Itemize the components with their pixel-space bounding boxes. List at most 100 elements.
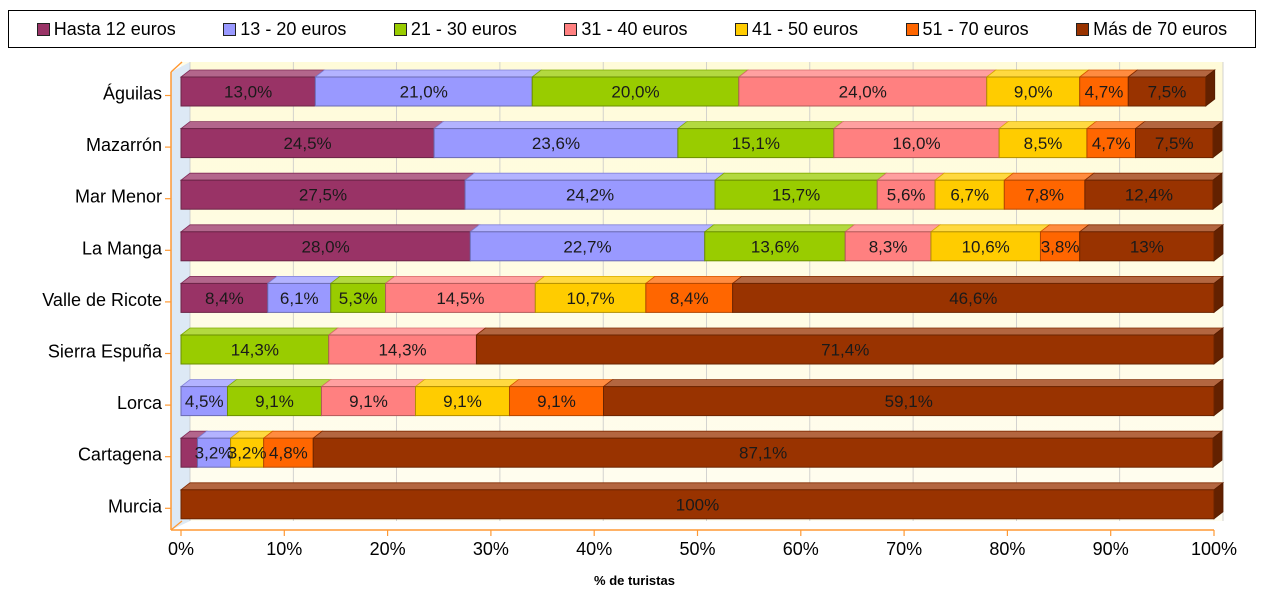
legend-label: 13 - 20 euros <box>240 18 347 39</box>
data-label: 16,0% <box>892 134 940 153</box>
bar-segment <box>876 179 936 210</box>
bar-segment <box>732 282 1215 313</box>
data-label: 15,7% <box>772 186 820 205</box>
data-label: 20,0% <box>611 83 659 102</box>
y-tick-label: Águilas <box>103 84 162 104</box>
data-label: 6,7% <box>950 186 989 205</box>
bar-top-face <box>463 172 726 181</box>
legend-swatch <box>393 22 407 36</box>
legend-swatch <box>1076 22 1090 36</box>
data-label: 7,5% <box>1148 83 1187 102</box>
bar-top-face <box>179 379 238 388</box>
chart-legend: Hasta 12 euros 13 - 20 euros 21 - 30 euros… <box>8 10 1256 48</box>
y-tick-label: Mar Menor <box>75 187 162 207</box>
bar-segment <box>469 231 706 262</box>
data-label: 5,6% <box>887 186 926 205</box>
data-label: 24,2% <box>566 186 614 205</box>
bar-segment <box>738 76 988 107</box>
data-label: 24,5% <box>283 134 331 153</box>
bar-top-face <box>179 275 278 284</box>
data-label: 8,4% <box>205 289 244 308</box>
bar-top-face <box>508 379 614 388</box>
bar-top-face <box>475 327 1225 336</box>
bar-top-face <box>997 121 1098 130</box>
y-tick-label: Mazarrón <box>86 135 162 155</box>
data-label: 9,0% <box>1014 83 1053 102</box>
data-label: 7,8% <box>1025 186 1064 205</box>
bar-segment <box>1134 128 1214 159</box>
y-tick-label: Cartagena <box>78 445 163 465</box>
bar-top-face <box>329 275 396 284</box>
bar-top-face <box>731 275 1225 284</box>
data-label: 27,5% <box>299 186 347 205</box>
data-label: 87,1% <box>739 444 787 463</box>
bar-segment <box>1039 231 1081 262</box>
bar-top-face <box>713 172 888 181</box>
bar-segment <box>385 282 536 313</box>
data-label: 14,5% <box>436 289 484 308</box>
bar-segment <box>180 179 466 210</box>
bar-segment <box>1084 179 1214 210</box>
bar-segment <box>226 386 322 417</box>
legend-swatch <box>36 22 50 36</box>
data-label: 14,3% <box>378 341 426 360</box>
data-label: 23,6% <box>532 134 580 153</box>
bar-top-face <box>226 379 332 388</box>
bar-top-face <box>531 69 749 78</box>
bar-segment <box>330 282 387 313</box>
bar-segment <box>180 334 330 365</box>
bar-segment <box>312 437 1214 468</box>
data-label: 22,7% <box>563 237 611 256</box>
bar-segment <box>197 437 232 468</box>
bar-top-face <box>179 69 326 78</box>
bar-top-face <box>1085 121 1146 130</box>
bar-top-face <box>266 275 341 284</box>
bar-top-face <box>534 275 657 284</box>
bar-segment <box>180 76 316 107</box>
y-tick-label: Valle de Ricote <box>42 290 162 310</box>
bar-segment <box>328 334 477 365</box>
bar-top-face <box>1078 224 1225 233</box>
bar-segment <box>263 437 314 468</box>
bar-top-face <box>179 327 339 336</box>
data-label: 7,5% <box>1155 134 1194 153</box>
legend-label: 21 - 30 euros <box>410 18 517 39</box>
x-tick-label: 0% <box>168 539 194 559</box>
bar-top-face <box>1134 121 1224 130</box>
data-label: 15,1% <box>732 134 780 153</box>
y-tick-label: Murcia <box>108 496 163 516</box>
data-label: 59,1% <box>885 392 933 411</box>
bar-top-face <box>832 121 1010 130</box>
bar-top-face <box>469 224 715 233</box>
bar-top-face <box>179 482 1225 491</box>
bar-top-face <box>985 69 1090 78</box>
data-label: 100% <box>676 495 719 514</box>
data-label: 3,8% <box>1041 237 1080 256</box>
bar-segment <box>464 179 716 210</box>
bar-segment <box>414 386 510 417</box>
legend-item: Más de 70 euros <box>1076 19 1227 40</box>
bar-top-face <box>844 224 942 233</box>
bar-top-face <box>327 327 487 336</box>
bar-top-face <box>676 121 845 130</box>
bar-segment <box>475 334 1215 365</box>
bar-segment <box>180 231 471 262</box>
data-label: 24,0% <box>839 83 887 102</box>
bar-top-face <box>1083 172 1224 181</box>
bar-top-face <box>703 224 856 233</box>
data-label: 13,6% <box>751 237 799 256</box>
bar-segment <box>986 76 1081 107</box>
bar-segment <box>645 282 734 313</box>
bar-top-face <box>737 69 997 78</box>
y-tick-label: Sierra Espuña <box>48 342 163 362</box>
legend-item: 51 - 70 euros <box>905 19 1029 40</box>
bar-top-face <box>876 172 946 181</box>
x-tick-label: 90% <box>1093 539 1129 559</box>
bar-segment <box>714 179 878 210</box>
data-label: 46,6% <box>949 289 997 308</box>
legend-label: 41 - 50 euros <box>751 18 859 39</box>
data-label: 4,8% <box>269 444 308 463</box>
bar-segment <box>1086 128 1136 159</box>
bar-top-face <box>179 224 481 233</box>
bar-segment <box>180 489 1215 520</box>
